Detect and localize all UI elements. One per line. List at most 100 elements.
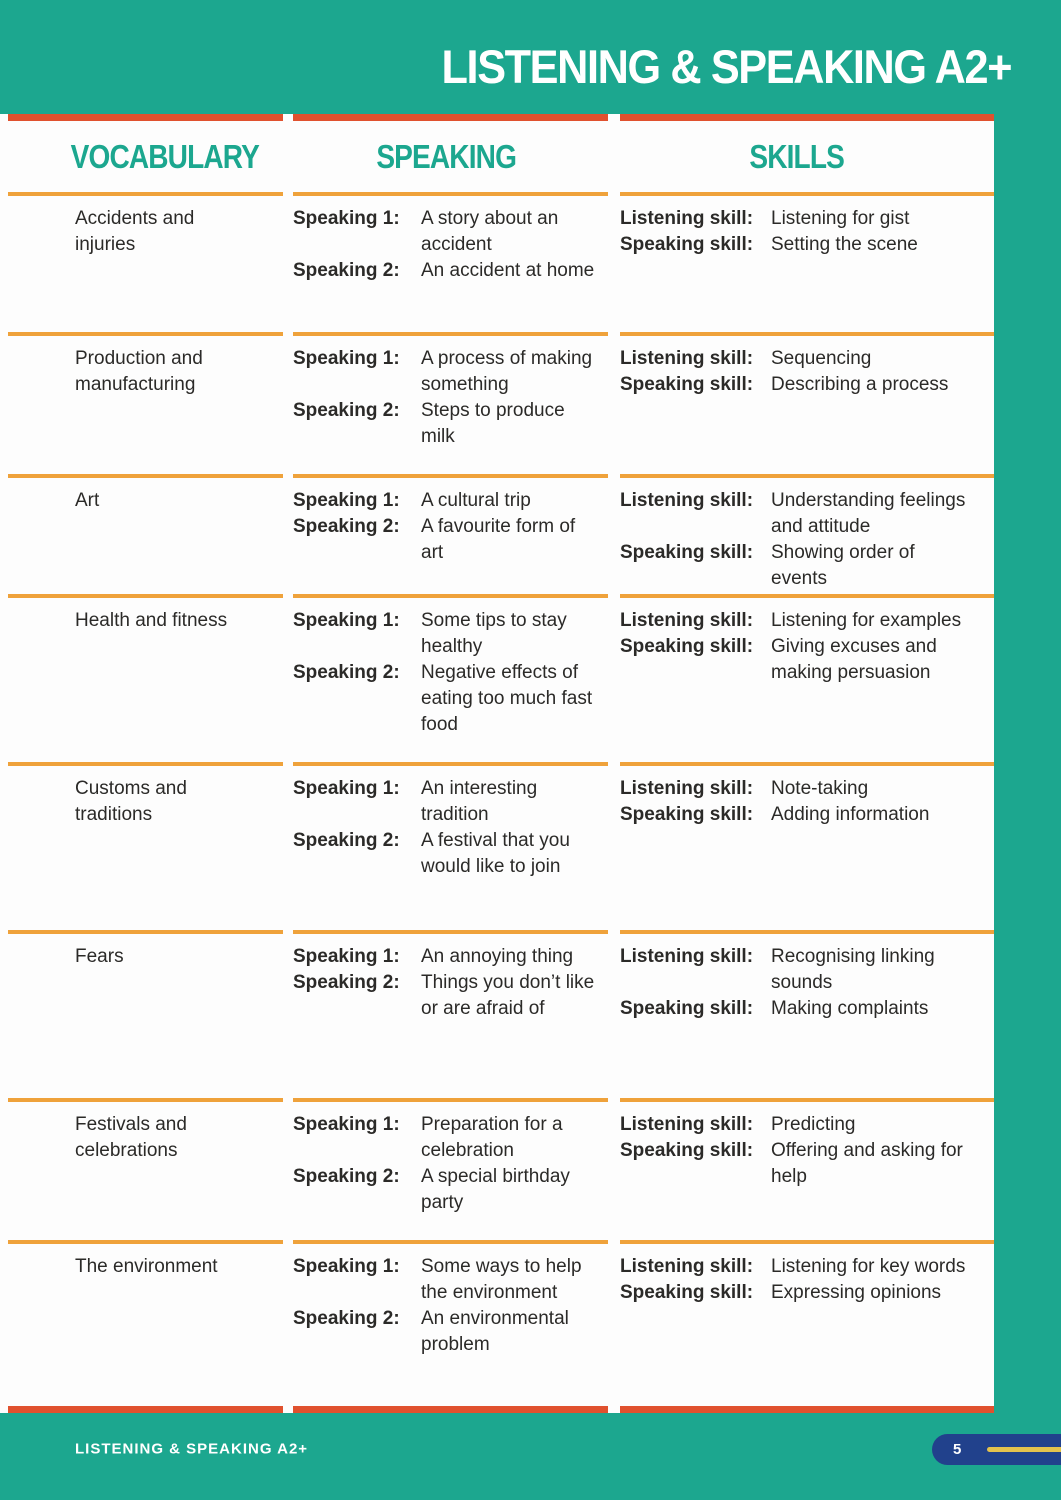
speaking-item-label: Speaking 2: bbox=[293, 1308, 400, 1329]
skill-item-label: Listening skill: bbox=[620, 778, 754, 799]
skill-item-text: Expressing opinions bbox=[771, 1282, 942, 1303]
speaking-item: Speaking 1: Some ways to help the environ… bbox=[293, 1254, 600, 1306]
speaking-cell: Speaking 1: A process of making something… bbox=[293, 332, 608, 474]
skill-item-label: Speaking skill: bbox=[620, 636, 754, 657]
table-row: Art Speaking 1: A cultural trip Speaking 2:… bbox=[8, 474, 1061, 594]
speaking-item-text: Some tips to stay healthy bbox=[421, 610, 567, 657]
badge-rule-line bbox=[987, 1447, 1061, 1452]
speaking-item: Speaking 2: A favourite form of art bbox=[293, 514, 600, 566]
skills-cell: Listening skill: Listening for key words S… bbox=[620, 1240, 994, 1406]
skill-item-text: Recognising linking sounds bbox=[771, 946, 935, 993]
speaking-item-text: Things you don’t like or are afraid of bbox=[421, 972, 595, 1019]
skill-item: Speaking skill: Offering and asking for h… bbox=[620, 1138, 974, 1190]
skills-cell: Listening skill: Sequencing Speaking skill… bbox=[620, 332, 994, 474]
skill-item: Listening skill: Note-taking bbox=[620, 776, 974, 802]
speaking-item-label: Speaking 1: bbox=[293, 490, 400, 511]
skill-item-label: Listening skill: bbox=[620, 490, 754, 511]
skill-item: Speaking skill: Setting the scene bbox=[620, 232, 974, 258]
speaking-item-text: A cultural trip bbox=[421, 490, 531, 511]
table-header-row: VOCABULARY SPEAKING SKILLS bbox=[8, 121, 1061, 192]
speaking-item-text: Negative effects of eating too much fast… bbox=[421, 662, 593, 735]
skill-item-label: Speaking skill: bbox=[620, 1140, 754, 1161]
skills-cell: Listening skill: Understanding feelings a… bbox=[620, 474, 994, 594]
skills-cell: Listening skill: Note-taking Speaking skil… bbox=[620, 762, 994, 930]
speaking-item-label: Speaking 1: bbox=[293, 208, 400, 229]
speaking-item-label: Speaking 2: bbox=[293, 830, 400, 851]
speaking-item-text: An environmental problem bbox=[421, 1308, 569, 1355]
skill-item-label: Speaking skill: bbox=[620, 542, 754, 563]
speaking-item-label: Speaking 1: bbox=[293, 1114, 400, 1135]
skill-item: Speaking skill: Describing a process bbox=[620, 372, 974, 398]
speaking-cell: Speaking 1: An annoying thing Speaking 2: T… bbox=[293, 930, 608, 1098]
speaking-item: Speaking 2: A special birthday party bbox=[293, 1164, 600, 1216]
top-accent-rule-segment bbox=[293, 114, 608, 121]
speaking-item-label: Speaking 1: bbox=[293, 946, 400, 967]
skill-item: Speaking skill: Showing order of events bbox=[620, 540, 974, 592]
skill-item-text: Showing order of events bbox=[771, 542, 915, 589]
skills-cell: Listening skill: Listening for gist Speaki… bbox=[620, 192, 994, 332]
skill-item: Listening skill: Recognising linking soun… bbox=[620, 944, 974, 996]
speaking-cell: Speaking 1: A cultural trip Speaking 2: A f… bbox=[293, 474, 608, 594]
table-row: Accidents and injuries Speaking 1: A story… bbox=[8, 192, 1061, 332]
header-band: LISTENING & SPEAKING A2+ bbox=[0, 0, 1061, 114]
speaking-item-label: Speaking 2: bbox=[293, 516, 400, 537]
speaking-item: Speaking 1: An annoying thing bbox=[293, 944, 600, 970]
speaking-cell: Speaking 1: An interesting tradition Speak… bbox=[293, 762, 608, 930]
skill-item: Listening skill: Listening for gist bbox=[620, 206, 974, 232]
column-header-vocabulary: VOCABULARY bbox=[8, 121, 283, 192]
page-number-badge: 5 bbox=[932, 1434, 1061, 1465]
speaking-cell: Speaking 1: Some ways to help the environ… bbox=[293, 1240, 608, 1406]
skill-item-text: Setting the scene bbox=[771, 234, 918, 255]
vocabulary-cell: Health and fitness bbox=[8, 594, 283, 762]
skill-item: Speaking skill: Expressing opinions bbox=[620, 1280, 974, 1306]
speaking-item: Speaking 1: A process of making something bbox=[293, 346, 600, 398]
bottom-accent-rule-segment bbox=[620, 1406, 994, 1413]
speaking-item-label: Speaking 2: bbox=[293, 662, 400, 683]
skill-item-text: Listening for gist bbox=[771, 208, 910, 229]
vocabulary-cell: The environment bbox=[8, 1240, 283, 1406]
skill-item-text: Giving excuses and making persuasion bbox=[771, 636, 937, 683]
speaking-item-text: Some ways to help the environment bbox=[421, 1256, 582, 1303]
speaking-cell: Speaking 1: Some tips to stay healthy Spea… bbox=[293, 594, 608, 762]
speaking-item-text: A festival that you would like to join bbox=[421, 830, 570, 877]
skill-item-text: Note-taking bbox=[771, 778, 869, 799]
skills-cell: Listening skill: Predicting Speaking skill… bbox=[620, 1098, 994, 1240]
speaking-item-label: Speaking 2: bbox=[293, 400, 400, 421]
speaking-item: Speaking 2: Things you don’t like or are … bbox=[293, 970, 600, 1022]
skill-item-label: Listening skill: bbox=[620, 610, 754, 631]
skill-item-label: Speaking skill: bbox=[620, 804, 754, 825]
speaking-item-text: An annoying thing bbox=[421, 946, 574, 967]
speaking-item-text: A story about an accident bbox=[421, 208, 559, 255]
top-accent-rule-segment bbox=[620, 114, 994, 121]
column-header-speaking-label: SPEAKING bbox=[376, 137, 518, 175]
speaking-item-label: Speaking 1: bbox=[293, 778, 400, 799]
bottom-accent-rule-segment bbox=[8, 1406, 283, 1413]
skill-item-text: Sequencing bbox=[771, 348, 872, 369]
footer-band: LISTENING & SPEAKING A2+ 5 bbox=[0, 1413, 1061, 1500]
skill-item-label: Listening skill: bbox=[620, 946, 754, 967]
page-title: LISTENING & SPEAKING A2+ bbox=[441, 40, 1012, 93]
syllabus-table-body: Accidents and injuries Speaking 1: A story… bbox=[0, 192, 1061, 1406]
table-row: Health and fitness Speaking 1: Some tips t… bbox=[8, 594, 1061, 762]
skill-item-label: Listening skill: bbox=[620, 1114, 754, 1135]
speaking-item-label: Speaking 1: bbox=[293, 348, 400, 369]
speaking-item: Speaking 2: Negative effects of eating to… bbox=[293, 660, 600, 738]
speaking-item: Speaking 2: A festival that you would lik… bbox=[293, 828, 600, 880]
vocabulary-cell: Accidents and injuries bbox=[8, 192, 283, 332]
speaking-item-text: A special birthday party bbox=[421, 1166, 570, 1213]
bottom-accent-rule bbox=[8, 1406, 1061, 1413]
bottom-accent-rule-segment bbox=[293, 1406, 608, 1413]
speaking-item-text: Preparation for a celebration bbox=[421, 1114, 563, 1161]
skill-item-label: Speaking skill: bbox=[620, 374, 754, 395]
footer-title: LISTENING & SPEAKING A2+ bbox=[75, 1440, 309, 1458]
skill-item-label: Speaking skill: bbox=[620, 998, 754, 1019]
vocabulary-cell: Fears bbox=[8, 930, 283, 1098]
skill-item-label: Listening skill: bbox=[620, 1256, 754, 1277]
table-row: The environment Speaking 1: Some ways to h… bbox=[8, 1240, 1061, 1406]
skill-item-text: Listening for key words bbox=[771, 1256, 966, 1277]
table-row: Festivals and celebrations Speaking 1: Pre… bbox=[8, 1098, 1061, 1240]
speaking-item: Speaking 1: An interesting tradition bbox=[293, 776, 600, 828]
speaking-item: Speaking 1: A story about an accident bbox=[293, 206, 600, 258]
speaking-item: Speaking 2: An accident at home bbox=[293, 258, 600, 284]
table-row: Production and manufacturing Speaking 1: A… bbox=[8, 332, 1061, 474]
